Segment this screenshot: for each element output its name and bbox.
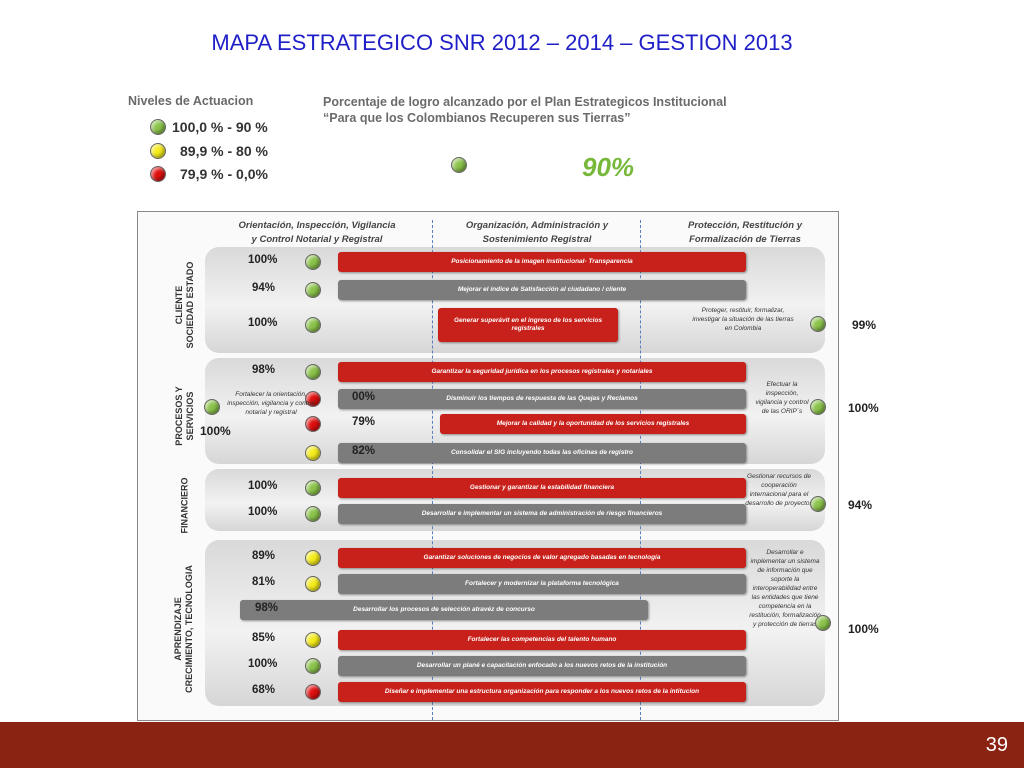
objective-percentage: 94% (252, 282, 276, 294)
objective-percentage: 100% (248, 254, 278, 266)
legend-label: 100,0 % - 90 % (172, 119, 268, 135)
plan-note-line1: Porcentaje de logro alcanzado por el Pla… (323, 95, 727, 109)
right-note-procesos-pct: 100% (848, 401, 879, 415)
right-note-aprendizaje-pct: 100% (848, 622, 879, 636)
red-dot-icon (305, 416, 321, 432)
objective-percentage: 98% (255, 602, 279, 614)
right-note-procesos: Efectuar la inspección, vigilancia y con… (755, 381, 809, 415)
yellow-dot-icon (305, 445, 321, 461)
right-note-aprendizaje: Desarrollar e implementar un sistema de … (749, 549, 821, 628)
right-note-financiero-pct: 94% (848, 498, 873, 512)
green-dot-icon (810, 316, 826, 332)
objective-bar: Generar superávit en el ingreso de los s… (438, 308, 618, 342)
green-dot-icon (204, 399, 220, 415)
legend-label: 79,9 % - 0,0% (180, 166, 268, 182)
objective-bar: Disminuir los tiempos de respuesta de la… (338, 389, 746, 409)
column-header-organizacion: Organización, Administración y Sostenimi… (465, 220, 609, 245)
objective-percentage: 68% (252, 684, 276, 696)
green-dot-icon (810, 496, 826, 512)
objective-bar: Mejorar la calidad y la oportunidad de l… (440, 414, 746, 434)
objective-percentage: 85% (252, 632, 276, 644)
column-divider (432, 220, 433, 720)
green-dot-icon (305, 282, 321, 298)
page-number: 39 (985, 734, 1008, 756)
green-dot-icon (305, 658, 321, 674)
legend-item-green: 100,0 % - 90 % (150, 116, 268, 138)
footer-bar: 39 (0, 722, 1024, 768)
legend-item-red: 79,9 % - 0,0% (150, 163, 268, 185)
green-dot-icon (150, 119, 166, 135)
right-note-cliente-pct: 99% (852, 318, 877, 332)
column-header-orientacion: Orientación, Inspección, Vigilancia y Co… (238, 220, 396, 245)
objective-percentage: 00% (352, 391, 376, 403)
green-dot-icon (305, 254, 321, 270)
objective-bar: Diseñar e implementar una estructura org… (338, 682, 746, 702)
right-note-financiero: Gestionar recursos de cooperación intern… (745, 473, 813, 507)
right-note-cliente: Proteger, restituir, formalizar, investi… (692, 307, 794, 332)
yellow-dot-icon (305, 632, 321, 648)
plan-note-line2: “Para que los Colombianos Recuperen sus … (323, 111, 631, 125)
objective-percentage: 100% (248, 506, 278, 518)
green-dot-icon (810, 399, 826, 415)
green-dot-icon (451, 157, 467, 173)
objective-bar: Gestionar y garantizar la estabilidad fi… (338, 478, 746, 498)
column-header-proteccion: Protección, Restitución y Formalización … (687, 220, 803, 245)
objective-percentage: 100% (248, 317, 278, 329)
objective-percentage: 82% (352, 445, 376, 457)
yellow-dot-icon (305, 550, 321, 566)
column-divider (640, 220, 641, 720)
overall-achievement: 90% (582, 152, 635, 182)
objective-bar: Desarrollar un plané e capacitación enfo… (338, 656, 746, 676)
objective-bar: Fortalecer las competencias del talento … (338, 630, 746, 650)
objective-percentage: 89% (252, 550, 276, 562)
objective-bar: Mejorar el índice de Satisfacción al ciu… (338, 280, 746, 300)
green-dot-icon (305, 480, 321, 496)
objective-percentage: 81% (252, 576, 276, 588)
legend-label: 89,9 % - 80 % (180, 143, 268, 159)
green-dot-icon (815, 615, 831, 631)
legend-title: Niveles de Actuacion (128, 94, 254, 108)
section-label-financiero: FINANCIERO (179, 477, 190, 534)
objective-percentage: 100% (248, 480, 278, 492)
objective-percentage: 79% (352, 416, 376, 428)
green-dot-icon (305, 506, 321, 522)
objective-bar: Fortalecer y modernizar la plataforma te… (338, 574, 746, 594)
yellow-dot-icon (305, 576, 321, 592)
objective-bar: Desarrollar e implementar un sistema de … (338, 504, 746, 524)
yellow-dot-icon (150, 143, 166, 159)
left-note-procesos: Fortalecer la orientación, inspección, v… (227, 391, 315, 416)
objective-bar: Garantizar soluciones de negocios de val… (338, 548, 746, 568)
plan-note: Porcentaje de logro alcanzado por el Pla… (323, 94, 727, 126)
red-dot-icon (305, 684, 321, 700)
objective-percentage: 100% (248, 658, 278, 670)
objective-bar: Consolidar el SIG incluyendo todas las o… (338, 443, 746, 463)
red-dot-icon (150, 166, 166, 182)
green-dot-icon (305, 317, 321, 333)
objective-bar: Posicionamiento de la imagen institucion… (338, 252, 746, 272)
objective-percentage: 98% (252, 364, 276, 376)
left-note-procesos-pct: 100% (200, 424, 231, 438)
section-label-cliente: CLIENTE SOCIEDAD ESTADO (174, 261, 195, 349)
green-dot-icon (305, 364, 321, 380)
legend-item-yellow: 89,9 % - 80 % (150, 140, 268, 162)
slide-title: MAPA ESTRATEGICO SNR 2012 – 2014 – GESTI… (211, 30, 793, 55)
section-label-aprendizaje: APRENDIZAJE CRECIMIENTO, TECNOLOGIA (173, 565, 194, 693)
objective-bar: Garantizar la seguridad jurídica en los … (338, 362, 746, 382)
objective-bar: Desarrollar los procesos de selección at… (240, 600, 648, 620)
red-dot-icon (305, 391, 321, 407)
